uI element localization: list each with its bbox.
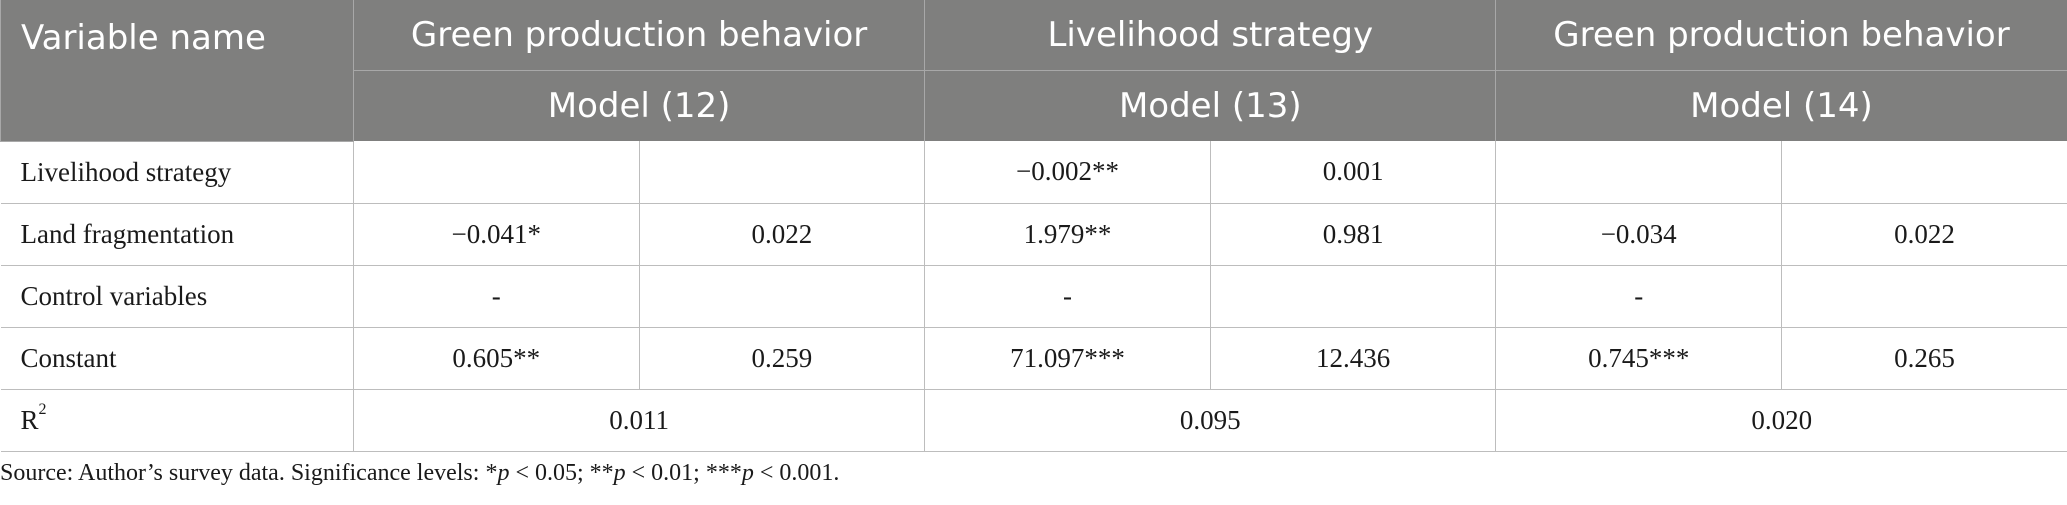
header-row-groups: Variable name Green production behavior … [0, 0, 2067, 142]
table-cell [1780, 141, 2067, 204]
table-cell: 0.001 [1209, 141, 1497, 204]
footnote-p-symbol: p [497, 460, 510, 486]
table-cell: 0.022 [1780, 202, 2067, 266]
table-cell [1780, 264, 2067, 328]
row-label: Control variables [0, 264, 354, 328]
r2-label: R [20, 404, 39, 435]
header-model: Model (14) [1495, 70, 2067, 141]
header-group-title: Green production behavior [352, 0, 926, 71]
table-cell [1209, 264, 1497, 328]
footnote-text: Source: Author’s survey data. Significan… [0, 460, 498, 486]
header-group-title: Livelihood strategy [924, 0, 1497, 71]
r2-value: 0.011 [352, 388, 926, 452]
table-cell: −0.002** [924, 141, 1211, 204]
header-row-models: Model (12) Model (13) Model (14) [1, 70, 2067, 141]
table-cell: 0.022 [638, 202, 926, 266]
table-cell: - [924, 264, 1211, 328]
table-cell: 0.259 [638, 326, 926, 390]
table-row: Livelihood strategy −0.002** 0.001 [0, 141, 2067, 204]
table-cell [638, 264, 926, 328]
table-cell [1495, 141, 1782, 204]
footnote-text: < 0.001. [753, 460, 840, 486]
row-label: Livelihood strategy [0, 141, 354, 204]
table-cell [638, 141, 926, 204]
regression-table: Variable name Green production behavior … [0, 0, 2067, 452]
table-cell: 0.981 [1209, 202, 1497, 266]
table-footnote: Source: Author’s survey data. Significan… [0, 460, 839, 487]
table-cell: −0.041* [353, 202, 640, 266]
footnote-p-symbol: p [741, 460, 754, 486]
header-variable-name: Variable name [0, 0, 354, 142]
footnote-text: < 0.01; *** [625, 460, 742, 486]
table-cell: 0.745*** [1495, 326, 1782, 390]
table-cell: −0.034 [1495, 202, 1782, 266]
table-cell: - [1495, 264, 1782, 328]
table-cell: 0.265 [1780, 326, 2067, 390]
table-row: Constant 0.605** 0.259 71.097*** 12.436 … [0, 326, 2067, 390]
table-row-r2: R2 0.011 0.095 0.020 [0, 388, 2067, 452]
header-group-title: Green production behavior [1495, 0, 2067, 71]
table-cell: 71.097*** [924, 326, 1211, 390]
footnote-text: < 0.05; ** [509, 460, 614, 486]
table-row: Land fragmentation −0.041* 0.022 1.979**… [0, 202, 2067, 266]
table-cell [353, 141, 640, 204]
row-label-r2: R2 [0, 388, 354, 452]
row-label: Land fragmentation [0, 202, 354, 266]
header-model: Model (13) [924, 70, 1497, 141]
table-cell: 1.979** [924, 202, 1211, 266]
row-label: Constant [0, 326, 354, 390]
r2-value: 0.020 [1495, 388, 2067, 452]
footnote-p-symbol: p [613, 460, 626, 486]
table-row: Control variables - - - [0, 264, 2067, 328]
table-cell: - [353, 264, 640, 328]
table-cell: 12.436 [1209, 326, 1497, 390]
r2-value: 0.095 [924, 388, 1497, 452]
table-cell: 0.605** [353, 326, 640, 390]
header-model: Model (12) [352, 70, 926, 141]
r2-superscript: 2 [38, 400, 47, 418]
